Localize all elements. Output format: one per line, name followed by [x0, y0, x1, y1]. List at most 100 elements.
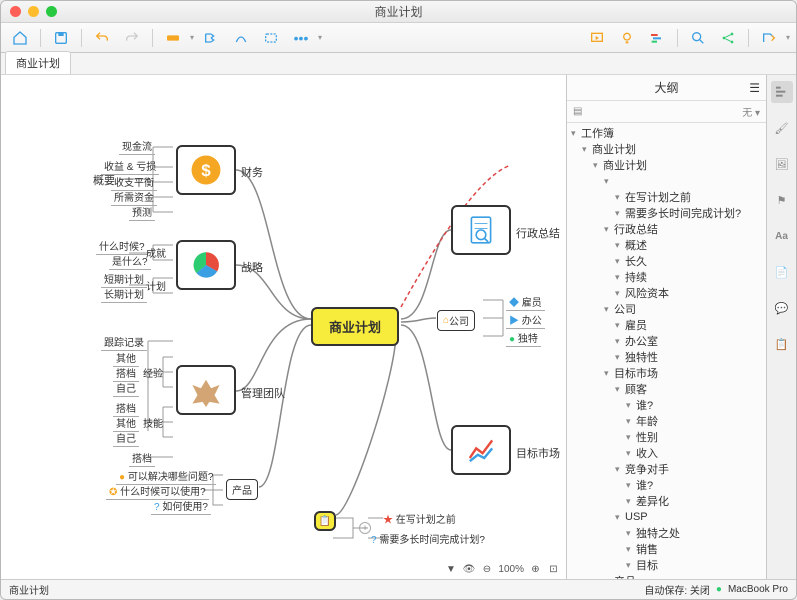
- outline-item[interactable]: ▾谁?: [567, 397, 766, 413]
- leaf[interactable]: ● 独特: [506, 329, 541, 347]
- leaf-label: 技能: [143, 415, 163, 430]
- center-node[interactable]: 商业计划: [311, 307, 399, 346]
- idea-button[interactable]: [614, 27, 640, 49]
- leaf-label: 概要: [93, 172, 115, 188]
- boundary-button[interactable]: [258, 27, 284, 49]
- leaf[interactable]: 是什么?: [109, 252, 151, 270]
- leaf[interactable]: ? 需要多长时间完成计划?: [371, 531, 485, 546]
- fit-button[interactable]: ⊡: [547, 563, 560, 576]
- toolbar: ▾ ••• ▾ ▾: [1, 23, 796, 53]
- outline-item[interactable]: ▾USP: [567, 509, 766, 525]
- node-finance[interactable]: $: [176, 145, 236, 195]
- font-panel-button[interactable]: Aa: [771, 225, 793, 247]
- label-team: 管理团队: [241, 385, 285, 401]
- tab-bar: 商业计划: [1, 53, 796, 75]
- comments-panel-button[interactable]: 💬: [771, 297, 793, 319]
- filter-icon[interactable]: ▤: [573, 106, 582, 117]
- outline-item[interactable]: ▾目标: [567, 557, 766, 573]
- outline-item[interactable]: ▾概述: [567, 237, 766, 253]
- zoom-out-button[interactable]: ⊖: [480, 563, 493, 576]
- gantt-button[interactable]: [644, 27, 670, 49]
- outline-item[interactable]: ▾销售: [567, 541, 766, 557]
- node-exec[interactable]: [451, 205, 511, 255]
- more-button[interactable]: •••: [288, 27, 314, 49]
- outline-item[interactable]: ▾竞争对手: [567, 461, 766, 477]
- new-topic-button[interactable]: [160, 27, 186, 49]
- present-button[interactable]: [584, 27, 610, 49]
- outline-item[interactable]: ▾收入: [567, 445, 766, 461]
- relation-button[interactable]: [228, 27, 254, 49]
- leaf[interactable]: 自己: [113, 379, 139, 397]
- leaf[interactable]: 自己: [113, 429, 139, 447]
- node-product[interactable]: 产品: [226, 479, 258, 500]
- leaf[interactable]: 长期计划: [101, 285, 147, 303]
- outline-item[interactable]: ▾公司: [567, 301, 766, 317]
- outline-tree[interactable]: ▾工作簿▾商业计划▾商业计划▾▾在写计划之前▾需要多长时间完成计划?▾行政总结▾…: [567, 123, 766, 579]
- zoom-level: 100%: [498, 564, 524, 575]
- subtopic-button[interactable]: [198, 27, 224, 49]
- leaf-label: 经验: [143, 365, 163, 380]
- notes-panel-button[interactable]: 📄: [771, 261, 793, 283]
- filter-label[interactable]: 无: [742, 108, 752, 119]
- leaf[interactable]: 预测: [129, 203, 155, 221]
- eye-icon[interactable]: 👁: [462, 563, 475, 576]
- share-button[interactable]: [715, 27, 741, 49]
- outline-item[interactable]: ▾: [567, 173, 766, 189]
- format-panel-button[interactable]: [771, 81, 793, 103]
- outline-item[interactable]: ▾顾客: [567, 381, 766, 397]
- leaf[interactable]: 搭档: [129, 449, 155, 467]
- node-strategy[interactable]: [176, 240, 236, 290]
- leaf-label: 成就: [146, 245, 166, 260]
- outline-item[interactable]: ▾持续: [567, 269, 766, 285]
- leaf[interactable]: ▶ 办公: [506, 311, 545, 329]
- outline-item[interactable]: ▾风险资本: [567, 285, 766, 301]
- redo-button[interactable]: [119, 27, 145, 49]
- outline-item[interactable]: ▾独特之处: [567, 525, 766, 541]
- node-team[interactable]: [176, 365, 236, 415]
- outline-item[interactable]: ▾需要多长时间完成计划?: [567, 205, 766, 221]
- outline-item[interactable]: ▾独特性: [567, 349, 766, 365]
- marker-panel-button[interactable]: ⚑: [771, 189, 793, 211]
- node-before[interactable]: 📋: [314, 511, 336, 531]
- leaf[interactable]: ◆ 雇员: [506, 293, 545, 311]
- outline-item[interactable]: ▾谁?: [567, 477, 766, 493]
- svg-text:$: $: [201, 161, 211, 180]
- tab-document[interactable]: 商业计划: [5, 51, 71, 74]
- export-button[interactable]: [756, 27, 782, 49]
- outline-item[interactable]: ▾雇员: [567, 317, 766, 333]
- outline-item[interactable]: ▾办公室: [567, 333, 766, 349]
- canvas-controls: ▼ 👁 ⊖ 100% ⊕ ⊡: [444, 563, 560, 576]
- node-company[interactable]: ⌂ 公司: [437, 310, 475, 331]
- zoom-in-button[interactable]: ⊕: [529, 563, 542, 576]
- task-panel-button[interactable]: 📋: [771, 333, 793, 355]
- outline-item[interactable]: ▾长久: [567, 253, 766, 269]
- device-name: MacBook Pro: [728, 584, 788, 595]
- outline-item[interactable]: ▾性别: [567, 429, 766, 445]
- outline-item[interactable]: ▾商业计划: [567, 157, 766, 173]
- outline-panel: 大纲 ☰ ▤ 无 ▾ ▾工作簿▾商业计划▾商业计划▾▾在写计划之前▾需要多长时间…: [566, 75, 766, 579]
- outline-item[interactable]: ▾工作簿: [567, 125, 766, 141]
- autosave-status: 自动保存: 关闭: [644, 582, 710, 597]
- mindmap-canvas[interactable]: 商业计划 $ 财务 现金流 收益 & 亏损 收支平衡 所需资金 预测 概要 战略…: [1, 75, 566, 579]
- node-market[interactable]: [451, 425, 511, 475]
- style-panel-button[interactable]: 🖌: [771, 117, 793, 139]
- outline-item[interactable]: ▾在写计划之前: [567, 189, 766, 205]
- expand-toggle[interactable]: +: [359, 522, 371, 534]
- home-button[interactable]: [7, 27, 33, 49]
- outline-item[interactable]: ▾差异化: [567, 493, 766, 509]
- outline-title: 大纲: [654, 79, 678, 96]
- leaf[interactable]: 现金流: [119, 137, 155, 155]
- undo-button[interactable]: [89, 27, 115, 49]
- outline-item[interactable]: ▾年龄: [567, 413, 766, 429]
- filter-icon[interactable]: ▼: [444, 563, 457, 576]
- outline-menu-icon[interactable]: ☰: [749, 81, 760, 95]
- save-button[interactable]: [48, 27, 74, 49]
- leaf[interactable]: ★ 在写计划之前: [383, 511, 456, 526]
- outline-item[interactable]: ▾目标市场: [567, 365, 766, 381]
- leaf[interactable]: ? 如何使用?: [151, 497, 211, 515]
- outline-item[interactable]: ▾行政总结: [567, 221, 766, 237]
- image-panel-button[interactable]: 🖼: [771, 153, 793, 175]
- label-market: 目标市场: [516, 445, 560, 461]
- outline-item[interactable]: ▾商业计划: [567, 141, 766, 157]
- search-button[interactable]: [685, 27, 711, 49]
